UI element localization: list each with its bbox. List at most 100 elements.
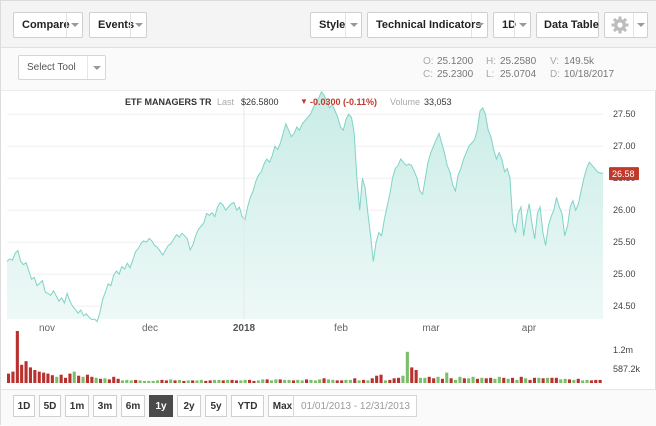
volume-bar [142, 380, 146, 383]
volume-bar [397, 377, 401, 383]
gear-icon [611, 16, 629, 34]
volume-bar [379, 374, 383, 383]
down-arrow-icon: ▼ [300, 97, 308, 106]
volume-bar [506, 378, 510, 383]
x-tick-label: apr [522, 323, 537, 334]
ohlc-volume-date: V: 149.5k D: 10/18/2017 [550, 55, 614, 81]
price-line [6, 91, 603, 323]
volume-bar [204, 380, 208, 383]
volume-bar [309, 379, 313, 383]
volume-bar [362, 379, 366, 383]
volume-bar [239, 380, 243, 383]
range-button-5y[interactable]: 5y [205, 395, 227, 417]
volume-bar [81, 376, 85, 383]
volume-bar [414, 370, 418, 383]
volume-bar [28, 367, 32, 383]
range-button-1y[interactable]: 1y [149, 395, 173, 417]
volume-bar [340, 380, 344, 383]
volume-bar [33, 370, 37, 383]
range-button-6m[interactable]: 6m [121, 395, 145, 417]
events-button[interactable]: Events [89, 12, 147, 38]
interval-button[interactable]: 1D [493, 12, 531, 38]
volume-bar [449, 378, 453, 383]
volume-bar [50, 375, 54, 383]
volume-bar [572, 379, 576, 383]
volume-bar [195, 380, 199, 383]
volume-bar [528, 379, 532, 383]
volume-bar [357, 380, 361, 383]
volume-bar [418, 377, 422, 383]
x-tick-label: feb [334, 323, 348, 334]
x-tick-label: mar [422, 323, 440, 334]
volume-bar [248, 379, 252, 383]
volume-bar [90, 376, 94, 383]
date-key: D: [550, 69, 560, 80]
volume-bar [186, 380, 190, 383]
volume-bar [436, 376, 440, 383]
x-tick-label: dec [142, 323, 158, 334]
last-price-tag: 26.58 [609, 167, 639, 181]
data-table-button[interactable]: Data Table [536, 12, 599, 38]
volume-bar [370, 378, 374, 383]
range-button-ytd[interactable]: YTD [231, 395, 264, 417]
volume-bar [283, 379, 287, 383]
y-tick-label: 26.00 [613, 205, 636, 215]
volume-bar [410, 367, 414, 383]
open-value: 25.1200 [437, 56, 474, 67]
volume-bar [401, 375, 405, 383]
volume-bar [511, 377, 515, 383]
data-table-label: Data Table [544, 19, 599, 31]
date-range-field[interactable]: 01/01/2013 - 12/31/2013 [293, 395, 417, 417]
range-button-1d[interactable]: 1D [13, 395, 35, 417]
volume-bar [471, 376, 475, 383]
volume-bar [480, 377, 484, 383]
volume-bar [99, 378, 103, 383]
y-tick-label: 24.50 [613, 301, 636, 311]
volume-key: V: [550, 56, 560, 67]
volume-bar [169, 379, 173, 383]
y-tick-label: 27.50 [613, 109, 636, 119]
range-button-1m[interactable]: 1m [65, 395, 89, 417]
volume-bar [541, 378, 545, 383]
volume-bar [134, 379, 138, 383]
volume-bar [598, 379, 602, 383]
technical-indicators-button[interactable]: Technical Indicators [367, 12, 488, 38]
y-tick-label: 25.00 [613, 269, 636, 279]
chevron-down-icon [345, 13, 361, 37]
volume-bar [213, 379, 217, 383]
chevron-down-icon [130, 13, 146, 37]
volume-bar [103, 378, 107, 383]
last-label: Last [217, 97, 235, 107]
compare-button[interactable]: Compare [13, 12, 83, 38]
volume-bar [497, 376, 501, 383]
change-value: -0.0300 (-0.11%) [310, 97, 378, 107]
open-key: O: [423, 56, 434, 67]
x-tick-label: nov [39, 323, 55, 334]
volume-bar [234, 380, 238, 383]
volume-bar [42, 372, 46, 383]
volume-bar [458, 376, 462, 383]
select-tool-dropdown[interactable]: Select Tool [18, 55, 106, 80]
close-value: 25.2300 [437, 69, 474, 80]
volume-bar [532, 377, 536, 383]
volume-bar [537, 377, 541, 383]
volume-bar [594, 379, 598, 383]
range-button-3m[interactable]: 3m [93, 395, 117, 417]
style-button[interactable]: Style [310, 12, 362, 38]
svg-text:26.58: 26.58 [612, 169, 635, 179]
instrument-name: ETF MANAGERS TR [125, 97, 212, 107]
x-tick-label: 2018 [233, 323, 256, 334]
volume-bar [563, 378, 567, 383]
volume-bar [318, 379, 322, 383]
interval-label: 1D [502, 19, 517, 31]
volume-bar [589, 380, 593, 383]
range-button-5d[interactable]: 5D [39, 395, 61, 417]
range-button-2y[interactable]: 2y [177, 395, 201, 417]
volume-bar [243, 379, 247, 383]
volume-bar [383, 380, 387, 383]
high-key: H: [486, 56, 496, 67]
style-label: Style [319, 19, 346, 31]
settings-button[interactable] [604, 12, 648, 38]
close-key: C: [423, 69, 433, 80]
